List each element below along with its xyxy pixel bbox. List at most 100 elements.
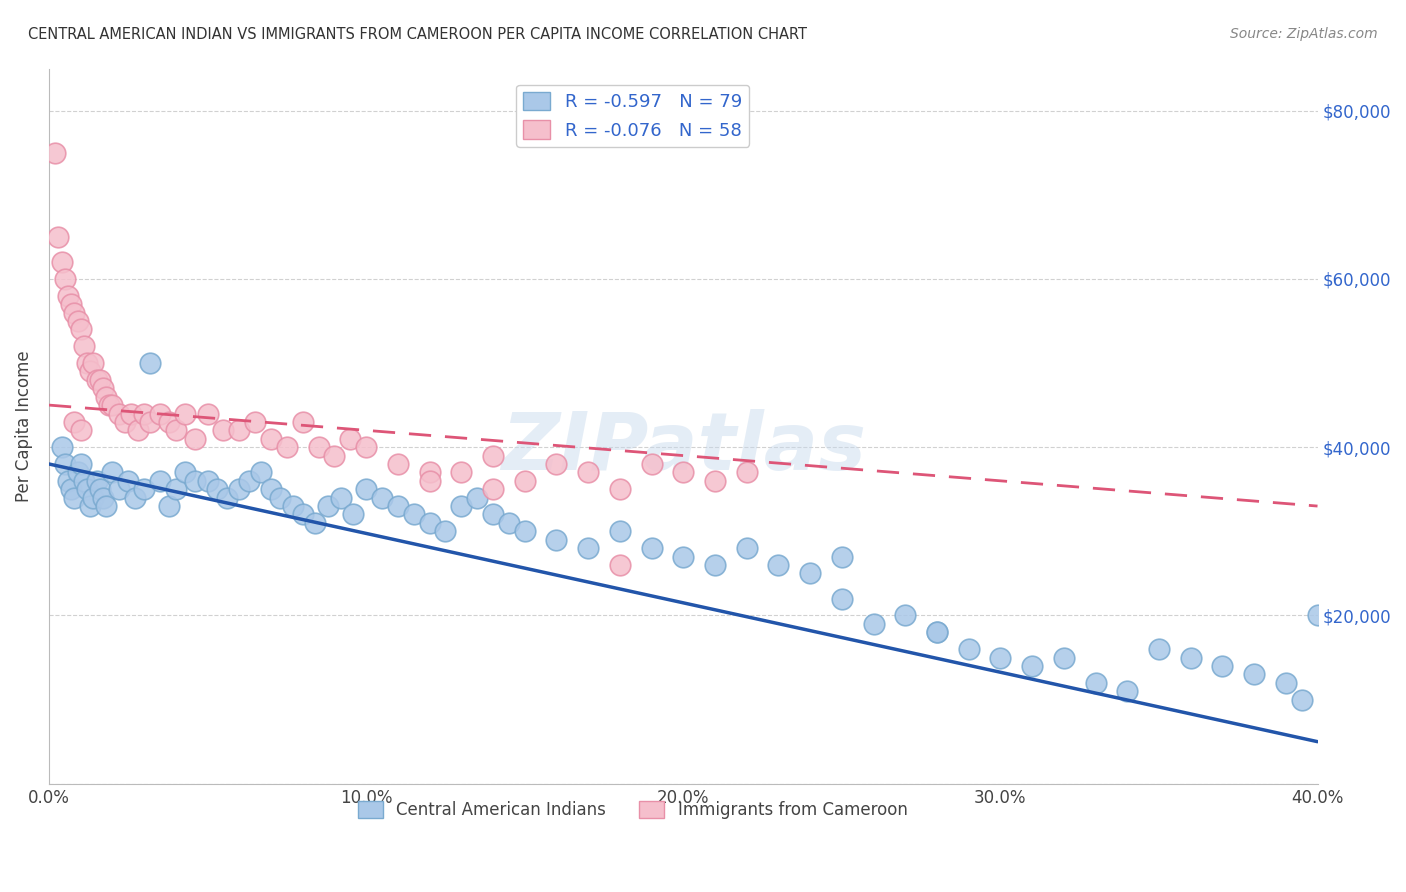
Point [339, 432, 361, 446]
Point [107, 407, 129, 421]
Point [925, 625, 948, 640]
Point [53, 457, 76, 471]
Point [1243, 667, 1265, 681]
Point [291, 508, 314, 522]
Point [66, 466, 89, 480]
Point [86, 373, 108, 387]
Point [56, 474, 79, 488]
Point [63, 491, 86, 505]
Point [276, 440, 298, 454]
Point [482, 449, 505, 463]
Point [1180, 650, 1202, 665]
Point [609, 558, 631, 572]
Point [51, 440, 73, 454]
Point [482, 482, 505, 496]
Point [640, 541, 662, 556]
Text: Source: ZipAtlas.com: Source: ZipAtlas.com [1230, 27, 1378, 41]
Point [576, 466, 599, 480]
Point [260, 432, 283, 446]
Point [704, 558, 727, 572]
Point [94, 499, 117, 513]
Point [91, 381, 114, 395]
Point [957, 642, 980, 657]
Point [419, 466, 441, 480]
Point [82, 491, 104, 505]
Point [513, 524, 536, 539]
Point [672, 549, 695, 564]
Point [184, 474, 207, 488]
Point [73, 339, 96, 353]
Point [212, 423, 235, 437]
Point [63, 415, 86, 429]
Point [228, 423, 250, 437]
Point [990, 650, 1012, 665]
Point [672, 466, 695, 480]
Point [82, 356, 104, 370]
Point [768, 558, 790, 572]
Point [304, 516, 326, 530]
Point [205, 482, 228, 496]
Point [354, 482, 377, 496]
Point [323, 449, 346, 463]
Point [215, 491, 238, 505]
Point [546, 457, 568, 471]
Point [98, 398, 121, 412]
Point [159, 415, 181, 429]
Point [60, 482, 83, 496]
Point [291, 415, 314, 429]
Point [498, 516, 520, 530]
Point [117, 474, 139, 488]
Point [371, 491, 394, 505]
Point [53, 272, 76, 286]
Point [831, 591, 853, 606]
Point [184, 432, 207, 446]
Point [159, 499, 181, 513]
Point [308, 440, 330, 454]
Point [139, 415, 162, 429]
Point [94, 390, 117, 404]
Point [342, 508, 364, 522]
Point [174, 466, 197, 480]
Point [120, 407, 142, 421]
Point [925, 625, 948, 640]
Point [546, 533, 568, 547]
Point [260, 482, 283, 496]
Point [89, 373, 111, 387]
Point [1116, 684, 1139, 698]
Point [513, 474, 536, 488]
Point [63, 305, 86, 319]
Point [799, 566, 821, 581]
Point [316, 499, 339, 513]
Point [576, 541, 599, 556]
Point [1275, 675, 1298, 690]
Point [66, 314, 89, 328]
Legend: Central American Indians, Immigrants from Cameroon: Central American Indians, Immigrants fro… [352, 794, 914, 825]
Point [434, 524, 457, 539]
Point [76, 482, 98, 496]
Point [894, 608, 917, 623]
Point [1021, 659, 1043, 673]
Point [735, 466, 758, 480]
Point [1211, 659, 1233, 673]
Point [73, 474, 96, 488]
Point [69, 423, 91, 437]
Point [402, 508, 425, 522]
Point [640, 457, 662, 471]
Point [79, 499, 101, 513]
Point [60, 297, 83, 311]
Point [48, 229, 70, 244]
Point [329, 491, 352, 505]
Point [89, 482, 111, 496]
Point [149, 407, 172, 421]
Point [132, 482, 155, 496]
Point [69, 457, 91, 471]
Point [101, 398, 124, 412]
Point [1053, 650, 1076, 665]
Point [228, 482, 250, 496]
Text: ZIPatlas: ZIPatlas [501, 409, 866, 486]
Point [165, 482, 187, 496]
Point [250, 466, 273, 480]
Point [419, 516, 441, 530]
Point [124, 491, 146, 505]
Point [51, 255, 73, 269]
